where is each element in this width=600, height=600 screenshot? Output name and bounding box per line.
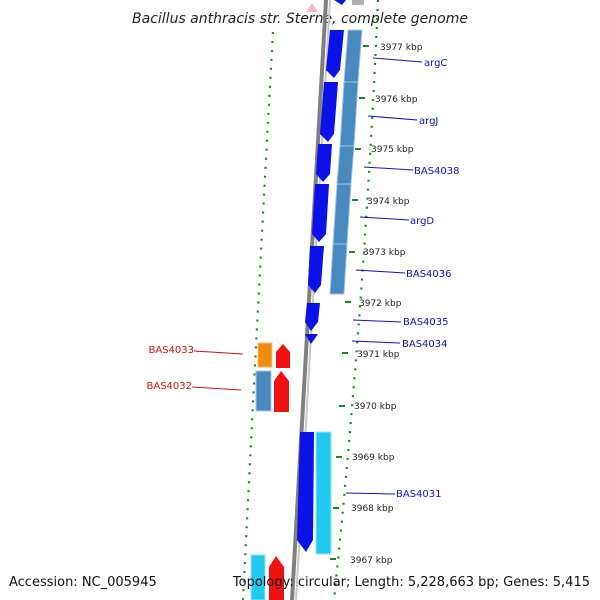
cds-arrow-argJ [320,82,338,142]
gene-label-BAS4032: BAS4032 [147,381,193,392]
feature-partial-top-grey [352,0,364,5]
tick-label: 3973 kbp [363,248,406,258]
label-line-BAS4036 [355,269,406,274]
cds-arrow-argC [326,30,344,78]
cds-arrow-BAS4038 [316,144,332,182]
left-label-lines [191,350,244,391]
map-title: Bacillus anthracis str. Sterne, complete… [132,11,468,27]
gene-bar-BAS4031 [315,431,332,555]
gene-bar-BAS4036 [329,243,348,295]
accession-text: Accession: NC_005945 [9,575,157,590]
tick-label: 3967 kbp [350,556,393,566]
inner-ring-dashed [241,31,275,600]
gene-bars-forward [329,29,363,295]
gene-bar-argD [332,183,352,245]
right-gene-labels: argC argJ BAS4038 argD BAS4036 BAS4035 B… [396,58,460,500]
gene-bar-argJ [339,81,359,147]
label-line-BAS4035 [352,319,402,323]
tick-label: 3974 kbp [367,197,410,207]
label-line-BAS4032 [191,386,242,391]
genome-backbone [290,0,328,600]
tick-labels: 3977 kbp 3976 kbp 3975 kbp 3974 kbp 3973… [350,43,423,566]
tick-label: 3972 kbp [359,299,402,309]
gene-label-argC: argC [424,58,447,69]
feature-partial-top-blue [334,0,346,5]
gene-label-BAS4034: BAS4034 [402,339,448,350]
feature-partial-top-pink [306,3,318,12]
gene-label-BAS4036: BAS4036 [406,269,452,280]
label-line-argD [359,216,410,221]
gene-label-BAS4035: BAS4035 [403,317,449,328]
gene-label-BAS4031: BAS4031 [396,489,442,500]
topology-text: Topology: circular; Length: 5,228,663 bp… [232,575,590,590]
cds-arrow-BAS4034 [305,334,318,344]
right-label-lines [345,57,423,495]
cds-arrow-BAS4036 [308,246,324,293]
cds-arrow-bottom-red [269,556,284,600]
gene-bar-BAS4038 [336,145,355,185]
gene-label-BAS4038: BAS4038 [414,166,460,177]
reverse-features [255,342,290,600]
label-line-BAS4031 [345,492,396,495]
label-line-BAS4034 [351,340,401,344]
gene-bar-BAS4032 [255,370,272,412]
tick-label: 3969 kbp [352,453,395,463]
cds-arrow-BAS4031 [297,432,314,552]
cds-arrows-forward [297,30,344,552]
gene-label-argD: argD [410,216,434,227]
cds-arrow-argD [312,184,329,242]
dashed-rings [241,0,380,600]
tick-label: 3975 kbp [371,145,414,155]
label-line-argC [372,57,423,63]
tick-label: 3977 kbp [380,43,423,53]
cds-arrow-BAS4032 [274,371,289,412]
cds-arrow-BAS4033 [276,344,290,368]
label-line-BAS4038 [363,166,414,171]
gene-bar-BAS4033 [257,342,273,368]
label-line-BAS4033 [193,350,244,355]
label-line-argJ [367,115,418,121]
gene-label-argJ: argJ [419,116,438,127]
tick-label: 3968 kbp [351,504,394,514]
gene-bar-argC [343,29,363,83]
tick-marks [330,45,369,560]
cds-arrow-BAS4035 [305,303,320,331]
left-gene-labels: BAS4033 BAS4032 [147,345,195,392]
tick-label: 3970 kbp [354,402,397,412]
gene-bar-bottom-cyan [250,554,266,600]
tick-label: 3971 kbp [357,350,400,360]
tick-label: 3976 kbp [375,95,418,105]
gene-label-BAS4033: BAS4033 [149,345,195,356]
